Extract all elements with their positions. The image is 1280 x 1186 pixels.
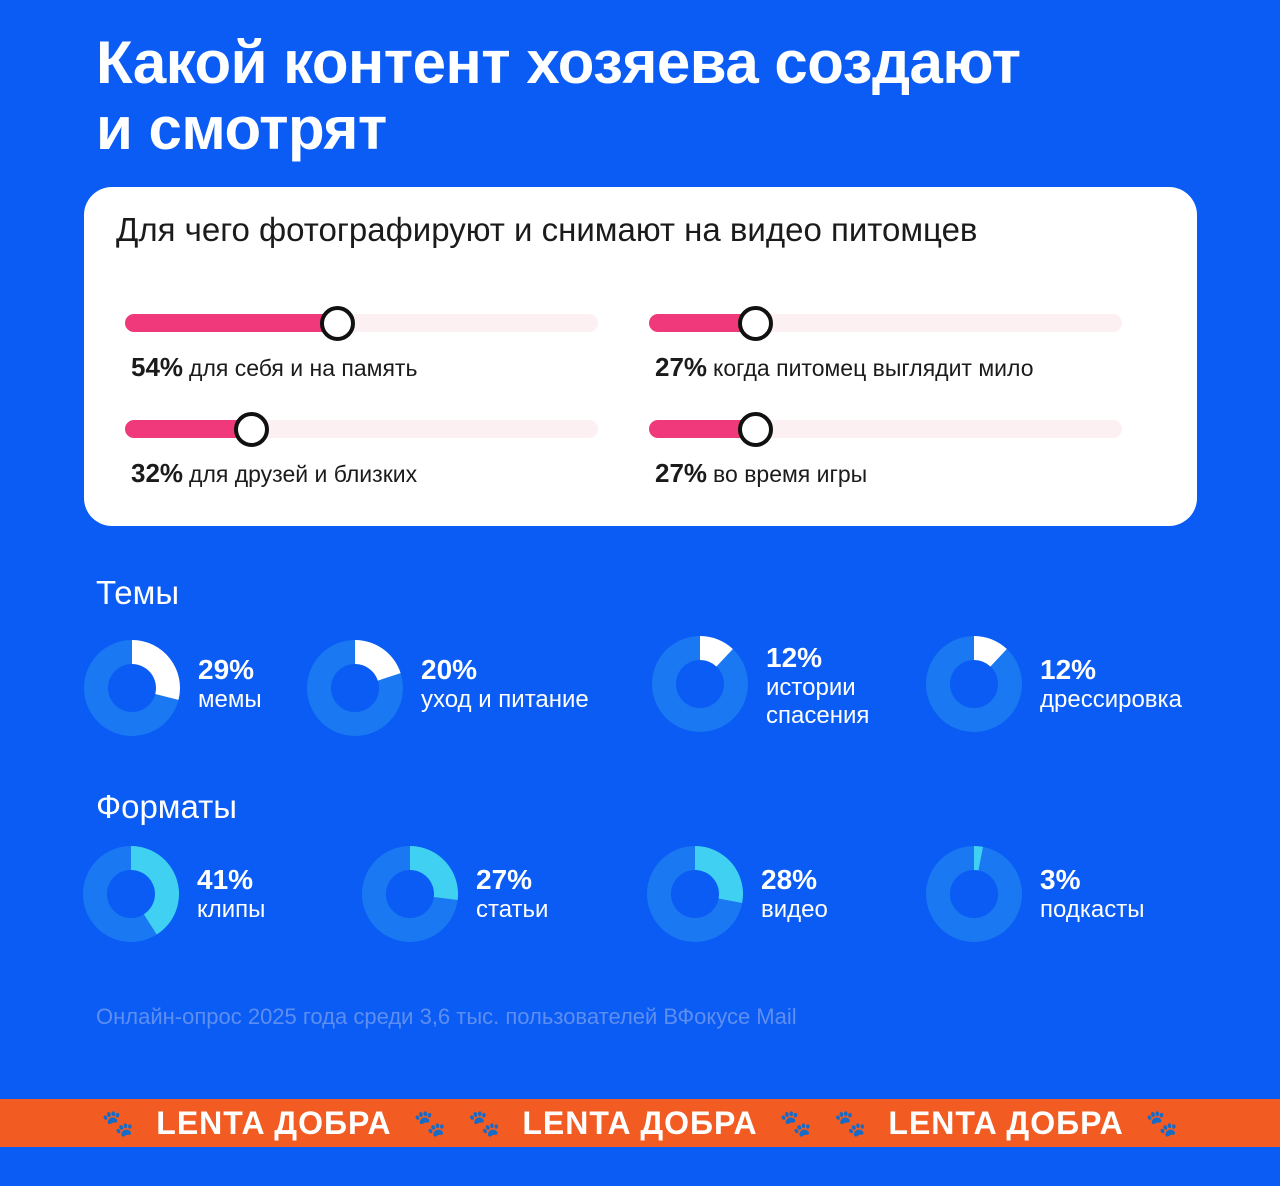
donut-label: уход и питание xyxy=(421,686,589,713)
bar-knob xyxy=(738,412,773,447)
paw-icon: 🐾 xyxy=(1145,1107,1179,1138)
donut-text: 12% истории спасения xyxy=(766,642,869,730)
donut-chart xyxy=(652,636,748,732)
donut-text: 27% статьи xyxy=(476,864,548,924)
donut-pct: 29% xyxy=(198,654,255,685)
donut-pct: 20% xyxy=(421,654,478,685)
bar-item: 27% когда питомец выглядит мило xyxy=(649,296,1122,382)
card-title: Для чего фотографируют и снимают на виде… xyxy=(116,211,978,248)
donut-segment xyxy=(695,846,743,903)
bar-pct: 27% xyxy=(655,458,708,488)
donut-segment xyxy=(410,846,458,901)
donut-text: 28% видео xyxy=(761,864,828,924)
paw-icon: 🐾 xyxy=(101,1107,135,1138)
bar-fill xyxy=(125,420,251,438)
bar-text: когда питомец выглядит мило xyxy=(713,355,1034,381)
donut-segment xyxy=(355,640,401,681)
donut-segment xyxy=(974,846,983,871)
donut-chart xyxy=(83,846,179,942)
donut-chart xyxy=(84,640,180,736)
page-title: Какой контент хозяева создают и смотрят xyxy=(96,30,1196,162)
source-note: Онлайн-опрос 2025 года среди 3,6 тыс. по… xyxy=(96,1004,797,1029)
donut-chart xyxy=(926,846,1022,942)
donut-label-line-2: спасения xyxy=(766,702,870,729)
donut-pct: 27% xyxy=(476,864,533,895)
bar-knob xyxy=(234,412,269,447)
donut-chart xyxy=(926,636,1022,732)
bar-fill xyxy=(649,420,755,438)
paw-icon: 🐾 xyxy=(413,1107,446,1138)
donut-label: мемы xyxy=(198,686,262,713)
donut-chart xyxy=(362,846,458,942)
donut-text: 12% дрессировка xyxy=(1040,654,1182,714)
donut-label: видео xyxy=(761,896,828,923)
donut-pct: 41% xyxy=(197,864,254,895)
paw-icon: 🐾 xyxy=(467,1107,501,1138)
bar-label: 27% во время игры xyxy=(655,458,867,489)
paw-icon: 🐾 xyxy=(779,1107,813,1138)
donut-text: 29% мемы xyxy=(198,654,262,714)
bar-item: 54% для себя и на память xyxy=(125,296,598,382)
brand-ribbon: 🐾 LENTA ДОБРА 🐾 🐾 LENTA ДОБРА 🐾 🐾 LENTA … xyxy=(0,1099,1280,1147)
bar-pct: 54% xyxy=(131,352,184,382)
donut-label: подкасты xyxy=(1040,896,1145,923)
donut-label: дрессировка xyxy=(1040,686,1182,713)
donut-label: статьи xyxy=(476,896,549,923)
brand-text: LENTA ДОБРА xyxy=(522,1104,758,1141)
donut-segment xyxy=(132,640,180,700)
donut-pct: 12% xyxy=(1040,654,1097,685)
bar-item: 27% во время игры xyxy=(649,402,1122,488)
purpose-card: Для чего фотографируют и снимают на виде… xyxy=(84,187,1197,526)
bar-item: 32% для друзей и близких xyxy=(125,402,598,488)
brand-text: LENTA ДОБРА xyxy=(156,1104,392,1141)
donut-segment xyxy=(700,636,733,667)
donut-segment xyxy=(131,846,179,935)
title-line-2: и смотрят xyxy=(96,95,387,162)
donut-pct: 28% xyxy=(761,864,818,895)
bar-fill xyxy=(125,314,337,332)
bar-pct: 27% xyxy=(655,352,708,382)
bar-label: 32% для друзей и близких xyxy=(131,458,417,489)
bar-text: во время игры xyxy=(713,461,868,487)
bar-knob xyxy=(738,306,773,341)
brand-text: LENTA ДОБРА xyxy=(888,1104,1124,1141)
donut-text: 41% клипы xyxy=(197,864,265,924)
donut-label-line-1: истории xyxy=(766,674,856,701)
bar-fill xyxy=(649,314,755,332)
bar-knob xyxy=(320,306,355,341)
bar-text: для друзей и близких xyxy=(189,461,418,487)
donut-text: 20% уход и питание xyxy=(421,654,589,714)
bar-text: для себя и на память xyxy=(189,355,418,381)
donut-chart xyxy=(647,846,743,942)
donut-segment xyxy=(974,636,1007,667)
donut-pct: 3% xyxy=(1040,864,1081,895)
bar-label: 54% для себя и на память xyxy=(131,352,417,383)
donut-text: 3% подкасты xyxy=(1040,864,1144,924)
bar-pct: 32% xyxy=(131,458,184,488)
title-line-1: Какой контент хозяева создают xyxy=(96,29,1021,96)
donut-pct: 12% xyxy=(766,642,823,673)
donut-label: клипы xyxy=(197,896,266,923)
themes-title: Темы xyxy=(96,574,180,611)
paw-icon: 🐾 xyxy=(834,1107,867,1138)
bar-label: 27% когда питомец выглядит мило xyxy=(655,352,1034,383)
donut-chart xyxy=(307,640,403,736)
formats-title: Форматы xyxy=(96,788,237,825)
